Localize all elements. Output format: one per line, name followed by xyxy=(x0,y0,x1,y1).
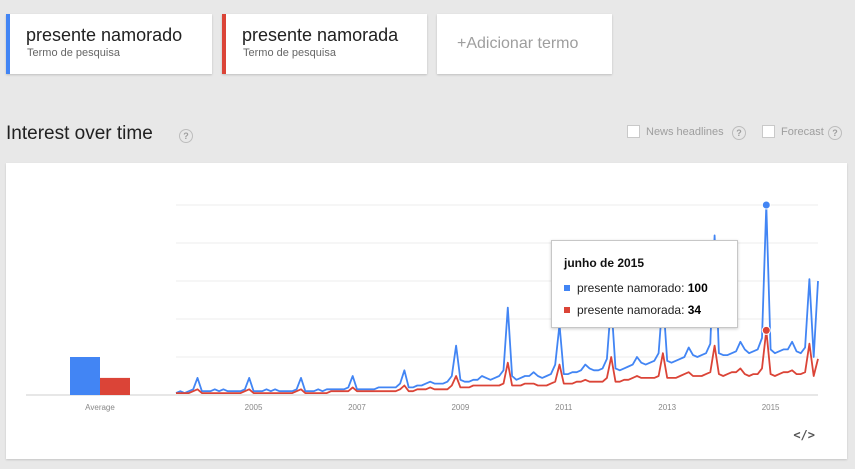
news-headlines-option[interactable]: News headlines xyxy=(627,125,724,138)
tooltip-row: presente namorada: 34 xyxy=(564,303,701,317)
term-color-bar xyxy=(222,14,226,74)
chart-tooltip: junho de 2015 presente namorado: 100 pre… xyxy=(551,240,738,328)
add-term-button[interactable]: +Adicionar termo xyxy=(437,14,612,74)
tooltip-value: 100 xyxy=(687,281,708,295)
x-tick-label: 2013 xyxy=(658,403,676,412)
help-icon[interactable]: ? xyxy=(179,129,193,143)
term-subtitle: Termo de pesquisa xyxy=(27,47,120,59)
term-name: presente namorada xyxy=(242,25,399,45)
tooltip-value: 34 xyxy=(687,303,702,317)
x-tick-label: 2005 xyxy=(245,403,263,412)
tooltip-row: presente namorado: 100 xyxy=(564,281,708,295)
news-headlines-checkbox[interactable] xyxy=(627,125,640,138)
search-term-card-2[interactable]: presente namorada Termo de pesquisa xyxy=(222,14,427,74)
x-tick-label: 2011 xyxy=(555,403,573,412)
series-swatch xyxy=(564,307,570,313)
tooltip-title: junho de 2015 xyxy=(564,256,645,270)
section-title: Interest over time xyxy=(6,123,153,144)
add-term-label: +Adicionar termo xyxy=(457,35,578,53)
series-swatch xyxy=(564,285,570,291)
average-label: Average xyxy=(85,403,115,412)
average-bar-1 xyxy=(70,357,100,395)
help-icon[interactable]: ? xyxy=(732,126,746,140)
forecast-option[interactable]: Forecast xyxy=(762,125,824,138)
highlight-point-2 xyxy=(761,325,771,335)
x-tick-label: 2007 xyxy=(348,403,366,412)
search-term-card-1[interactable]: presente namorado Termo de pesquisa xyxy=(6,14,212,74)
forecast-label: Forecast xyxy=(781,126,824,138)
term-name: presente namorado xyxy=(26,25,183,45)
add-term-text: Adicionar termo xyxy=(466,35,579,52)
forecast-checkbox[interactable] xyxy=(762,125,775,138)
term-subtitle: Termo de pesquisa xyxy=(243,47,336,59)
x-tick-label: 2009 xyxy=(451,403,469,412)
interest-over-time-panel: Average 2005 2007 2009 2011 2013 2015 junho de… xyxy=(6,163,847,459)
series-line-2 xyxy=(176,329,819,395)
help-icon[interactable]: ? xyxy=(828,126,842,140)
embed-code-icon[interactable]: </> xyxy=(793,428,815,442)
x-tick-label: 2015 xyxy=(762,403,780,412)
highlight-point-1 xyxy=(761,200,771,210)
term-color-bar xyxy=(6,14,10,74)
plus-icon: + xyxy=(457,35,467,52)
tooltip-label: presente namorado: xyxy=(577,281,685,295)
news-headlines-label: News headlines xyxy=(646,126,724,138)
average-bar-2 xyxy=(100,377,130,395)
tooltip-label: presente namorada: xyxy=(577,303,685,317)
